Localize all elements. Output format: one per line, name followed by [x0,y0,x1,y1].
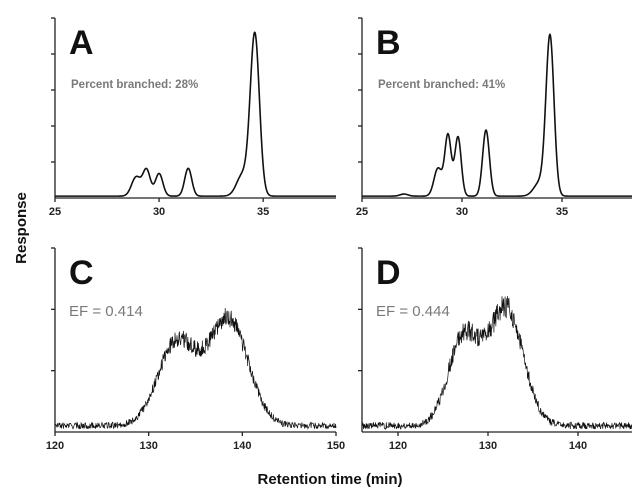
x-tick-label: 25 [49,206,61,218]
y-axis-title: Response [13,192,30,264]
x-tick-label: 140 [233,440,251,452]
chromatogram-trace [54,308,337,430]
x-tick-label: 30 [153,206,165,218]
x-tick-label: 35 [257,206,269,218]
panel-annotation: Percent branched: 28% [71,79,198,91]
panel-annotation: Percent branched: 41% [378,79,505,91]
chromatogram-trace [361,295,632,430]
x-tick-label: 130 [479,440,497,452]
x-tick-label: 130 [139,440,157,452]
panel-letter: A [69,24,94,62]
chart-panels: 25 30 35 A Percent branched: 28% 25 30 35 B Perce… [46,17,632,452]
x-tick-label: 120 [46,440,64,452]
panel-c: 120 130 140 150 C EF = 0.414 [46,247,345,452]
x-tick-label: 140 [569,440,587,452]
x-tick-label: 25 [356,206,368,218]
x-tick-label: 30 [456,206,468,218]
panel-d: 120 130 140 D EF = 0.444 [358,247,632,452]
panel-b: 25 30 35 B Percent branched: 41% [356,17,632,218]
panel-letter: B [376,24,401,62]
panel-annotation: EF = 0.414 [69,303,143,320]
panel-a: 25 30 35 A Percent branched: 28% [49,17,337,218]
x-tick-label: 35 [556,206,568,218]
chromatogram-trace [54,31,337,197]
x-tick-label: 120 [389,440,407,452]
x-axis-title: Retention time (min) [258,471,403,488]
chromatogram-trace [361,33,632,197]
panel-letter: D [376,254,401,292]
panel-letter: C [69,254,94,292]
panel-annotation: EF = 0.444 [376,303,450,320]
x-tick-label: 150 [327,440,345,452]
